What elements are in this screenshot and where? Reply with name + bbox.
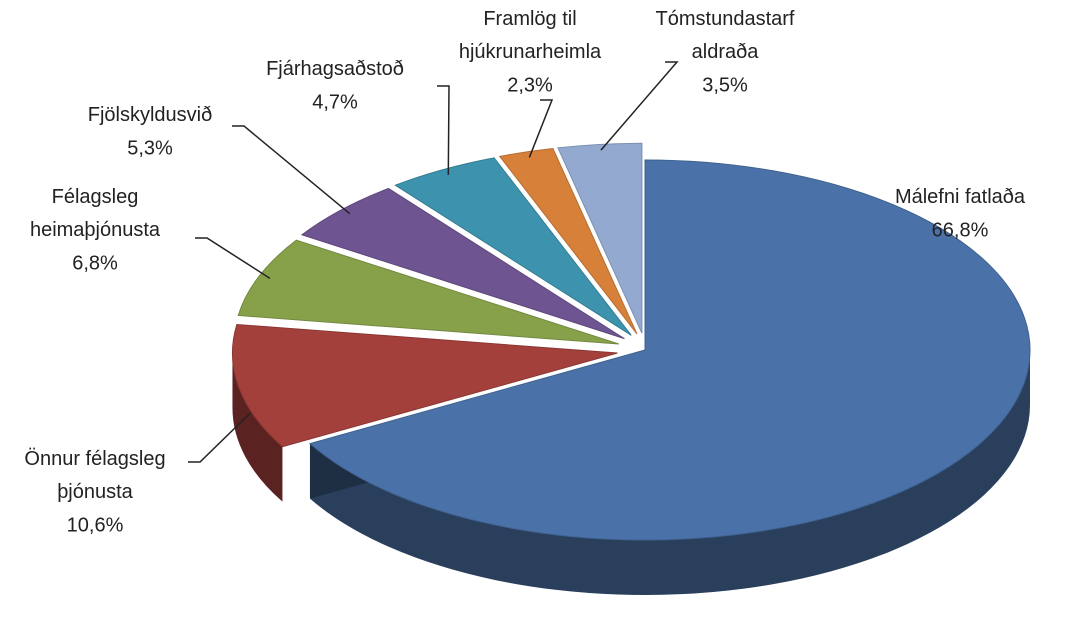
label-line: Framlög til <box>483 8 576 30</box>
value-label: 66,8% <box>932 219 989 241</box>
category-label: Málefni fatlaða <box>895 186 1026 208</box>
slice <box>557 142 643 334</box>
label-line: Fjölskyldusvið <box>88 104 212 126</box>
leader-line <box>232 125 351 215</box>
label-line: hjúkrunarheimla <box>459 41 602 63</box>
tops <box>232 142 1031 541</box>
category-label: Félagsleg heimaþjónusta <box>30 186 161 241</box>
leader-line <box>188 412 251 463</box>
label-line: Málefni fatlaða <box>895 186 1026 208</box>
slice-side <box>232 353 283 502</box>
slice <box>300 187 625 340</box>
category-label: Fjölskyldusvið <box>88 104 212 126</box>
label-line: aldraða <box>692 41 760 63</box>
value-label: 3,5% <box>702 74 748 96</box>
leader-line <box>195 237 271 279</box>
label-line: Önnur félagsleg <box>24 448 165 470</box>
value-label: 6,8% <box>72 252 118 274</box>
slice <box>308 159 1031 541</box>
slice <box>232 323 618 448</box>
category-label: Fjárhagsaðstoð <box>266 58 404 80</box>
label-line: heimaþjónusta <box>30 219 161 241</box>
leader-line <box>528 99 554 158</box>
category-label: Önnur félagsleg þjónusta <box>24 448 165 503</box>
category-label: Tómstundastarf aldraða <box>656 8 795 63</box>
leader-line <box>600 61 679 151</box>
label-line: Félagsleg <box>52 186 139 208</box>
value-label: 5,3% <box>127 137 173 159</box>
leader-line <box>437 85 450 175</box>
value-label: 4,7% <box>312 91 358 113</box>
label-line: Tómstundastarf <box>656 8 795 30</box>
value-label: 2,3% <box>507 74 553 96</box>
slice <box>394 157 632 336</box>
value-label: 10,6% <box>67 514 124 536</box>
label-line: Fjárhagsaðstoð <box>266 58 404 80</box>
slice <box>237 239 619 345</box>
label-line: þjónusta <box>57 481 133 503</box>
slice-side <box>309 350 1030 595</box>
category-label: Framlög til hjúkrunarheimla <box>459 8 602 63</box>
slice <box>498 147 638 335</box>
